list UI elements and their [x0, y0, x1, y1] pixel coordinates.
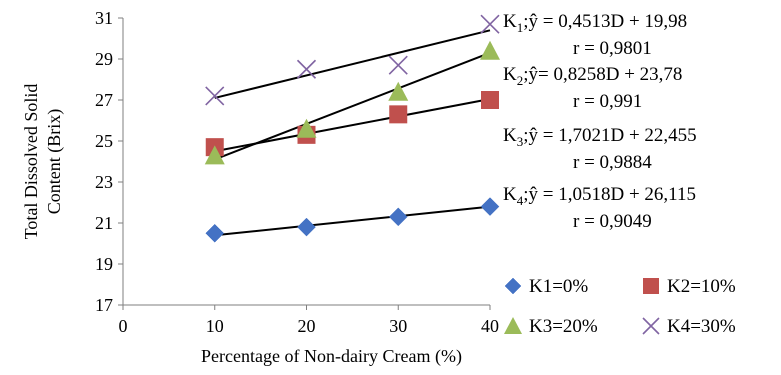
- equation-formula: ;ŷ = 1,0518D + 26,115: [523, 184, 696, 205]
- data-point-k1-0: [480, 197, 500, 216]
- legend-label-k2-10: K2=10%: [667, 276, 736, 297]
- correlation-k1: r = 0,9801: [573, 38, 652, 59]
- y-tick-label: 19: [95, 254, 113, 274]
- data-point-k1-0: [297, 217, 316, 237]
- equation-k1: K1;ŷ = 0,4513D + 19,98: [503, 11, 687, 35]
- data-point-k2-10: [389, 105, 408, 124]
- correlation-k2: r = 0,991: [573, 91, 642, 112]
- x-tick-label: 10: [206, 316, 224, 336]
- legend-marker-k3-20: [504, 317, 522, 334]
- legend-label-k3-20: K3=20%: [529, 316, 598, 337]
- equation-k2: K2;ŷ= 0,8258D + 23,78: [503, 64, 682, 88]
- data-points: [204, 14, 500, 243]
- equation-k4: K4;ŷ = 1,0518D + 26,115: [503, 184, 696, 208]
- trendline-k3-20: [214, 51, 491, 161]
- correlation-k3: r = 0,9884: [573, 152, 652, 173]
- y-axis-label-line2: Content (Brix): [44, 109, 65, 215]
- y-axis-label: Total Dissolved Solid Content (Brix): [21, 84, 65, 240]
- y-tick-label: 25: [95, 131, 113, 151]
- y-tick-label: 31: [95, 8, 113, 28]
- equation-subscript: 1: [517, 20, 524, 35]
- y-tick-label: 21: [95, 213, 113, 233]
- data-point-k4-30: [296, 59, 317, 79]
- y-tick-label: 17: [95, 295, 113, 315]
- data-point-k4-30: [480, 14, 500, 34]
- data-point-k1-0: [388, 207, 408, 227]
- trendline-k4-30: [214, 29, 491, 99]
- x-tick-label: 0: [119, 316, 128, 336]
- data-point-k2-10: [481, 91, 499, 109]
- equation-prefix: K: [503, 11, 517, 32]
- equation-k3: K3;ŷ = 1,7021D + 22,455: [503, 125, 697, 149]
- legend-marker-k1-0: [504, 277, 522, 295]
- x-tick-label: 40: [481, 316, 499, 336]
- legend: K1=0% K2=10% K3=20% K4=30%: [504, 276, 736, 337]
- axes: [122, 18, 490, 306]
- data-point-k4-30: [205, 86, 225, 106]
- legend-label-k4-30: K4=30%: [667, 316, 736, 337]
- x-tick-label: 20: [298, 316, 316, 336]
- correlation-k4: r = 0,9049: [573, 211, 652, 232]
- legend-marker-k2-10: [643, 278, 659, 294]
- data-point-k3-20: [388, 81, 409, 101]
- y-tick-label: 29: [95, 49, 113, 69]
- data-point-k3-20: [480, 40, 500, 60]
- equation-prefix: K: [503, 184, 517, 205]
- y-tick-label: 27: [95, 90, 113, 110]
- equation-prefix: K: [503, 125, 517, 146]
- equation-formula: ;ŷ = 1,7021D + 22,455: [523, 125, 696, 146]
- trendlines: [214, 29, 491, 237]
- trendline-k1-0: [214, 205, 491, 237]
- equation-subscript: 2: [517, 73, 524, 88]
- data-point-k4-30: [388, 55, 408, 75]
- equation-subscript: 3: [517, 134, 524, 149]
- equation-formula: ;ŷ = 0,4513D + 19,98: [523, 11, 687, 32]
- equation-formula: ;ŷ= 0,8258D + 23,78: [523, 64, 682, 85]
- data-point-k1-0: [205, 223, 225, 243]
- data-point-k3-20: [204, 145, 225, 165]
- y-axis-label-line1: Total Dissolved Solid: [21, 84, 41, 240]
- equation-subscript: 4: [517, 193, 524, 208]
- data-point-k3-20: [296, 118, 317, 138]
- equation-prefix: K: [503, 64, 517, 85]
- y-tick-label: 23: [95, 172, 113, 192]
- legend-label-k1-0: K1=0%: [529, 276, 588, 297]
- legend-marker-k4-30: [642, 317, 660, 335]
- x-axis-label: Percentage of Non-dairy Cream (%): [201, 346, 462, 367]
- x-tick-label: 30: [389, 316, 407, 336]
- ticks: 17 19 21 23 25 27 29 31 0 10 20 30 40: [95, 8, 499, 336]
